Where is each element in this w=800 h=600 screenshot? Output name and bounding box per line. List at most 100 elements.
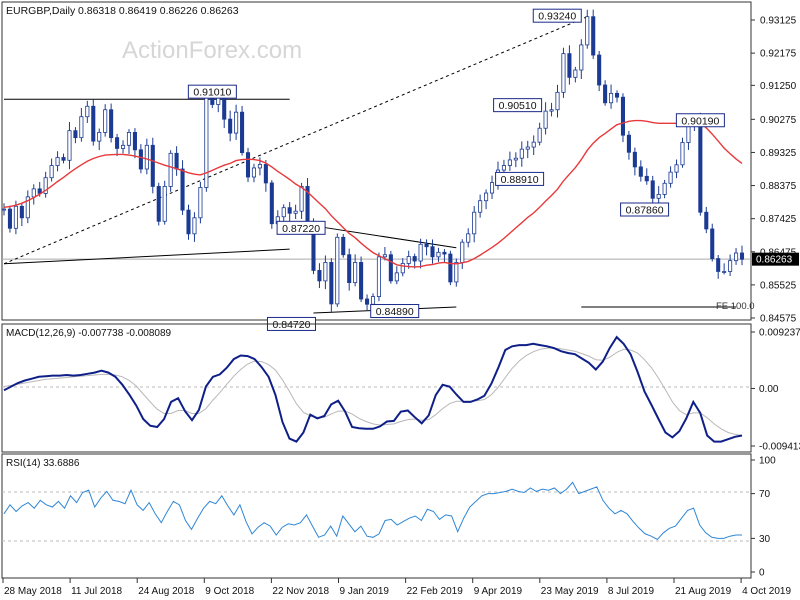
- candle-body: [150, 144, 155, 187]
- candle-body: [638, 166, 643, 177]
- candle-body: [650, 180, 655, 199]
- candle-body: [388, 254, 393, 282]
- rsi-tick-label: 100: [759, 456, 776, 467]
- candle-body: [341, 236, 346, 256]
- candle-body: [79, 116, 84, 139]
- macd-tick-label: 0.009237: [759, 328, 800, 339]
- candle-body: [120, 144, 126, 149]
- candle-body: [13, 205, 18, 229]
- candle-body: [251, 167, 257, 178]
- x-tick-label: 4 Oct 2019: [742, 586, 791, 597]
- candle-body: [394, 272, 399, 282]
- candle-body: [19, 205, 24, 219]
- candle-body: [525, 146, 530, 150]
- candle-body: [597, 54, 602, 86]
- candle-body: [323, 262, 328, 282]
- candle-body: [519, 148, 524, 159]
- candle-body: [430, 246, 435, 258]
- candle-body: [620, 96, 626, 136]
- candle-body: [192, 217, 197, 235]
- candle-body: [704, 211, 709, 230]
- candle-body: [585, 16, 590, 46]
- candle-body: [472, 211, 477, 235]
- candle-body: [359, 262, 364, 300]
- rsi-y-axis: 100 70 30 0: [751, 456, 776, 579]
- candle-body: [406, 256, 411, 264]
- candle-body: [132, 132, 137, 151]
- x-tick-label: 28 May 2018: [4, 586, 62, 597]
- candle-body: [329, 262, 334, 305]
- candle-body: [609, 92, 614, 104]
- price-callouts: 0.91010 0.93240 0.90510 0.90190 0.88910 0.878…: [187, 8, 725, 331]
- candle-body: [168, 152, 173, 187]
- candle-body: [109, 109, 114, 139]
- candle-body: [531, 141, 536, 148]
- candle-body: [537, 127, 542, 143]
- candle-body: [567, 53, 572, 78]
- callout-label: 0.84890: [376, 306, 414, 318]
- x-tick-label: 9 Oct 2018: [205, 586, 254, 597]
- macd-line: [3, 335, 743, 443]
- candle-body: [126, 132, 132, 146]
- callout-label: 0.90510: [499, 100, 537, 112]
- rsi-panel: RSI(14) 33.6886 100 70 30 0: [1, 453, 776, 579]
- candle-body: [579, 44, 584, 71]
- candle-body: [424, 243, 429, 248]
- callout-label: 0.88910: [501, 174, 539, 186]
- candle-body: [489, 182, 495, 194]
- x-tick-label: 9 Jan 2019: [340, 586, 390, 597]
- candle-body: [1, 208, 7, 211]
- candle-body: [234, 111, 239, 134]
- trendlines: [3, 16, 737, 314]
- candle-body: [61, 157, 66, 161]
- candle-body: [144, 144, 149, 170]
- callout-label: 0.91010: [193, 87, 231, 99]
- price-tick-label: 0.91250: [760, 81, 797, 92]
- candle-body: [614, 92, 620, 98]
- price-tick-label: 0.93125: [760, 16, 797, 27]
- price-callout: 0.87220: [276, 220, 326, 235]
- symbol-label: EURGBP,Daily: [6, 5, 76, 17]
- candle-body: [412, 256, 417, 262]
- candle-body: [174, 152, 179, 170]
- candle-body: [722, 271, 727, 273]
- candle-body: [25, 196, 30, 219]
- candle-body: [674, 164, 679, 173]
- candle-body: [335, 236, 340, 305]
- price-callout: 0.84890: [370, 304, 420, 319]
- price-tick-label: 0.89325: [760, 148, 797, 159]
- watermark: ActionForex.com: [122, 37, 302, 64]
- rsi-tick-label: 30: [759, 534, 771, 545]
- candle-body: [591, 16, 596, 56]
- macd-signal-line: [3, 347, 743, 436]
- macd-tick-label: -0.009413: [759, 442, 800, 453]
- candle-body: [269, 182, 274, 225]
- candle-body: [67, 130, 72, 161]
- x-tick-label: 11 Jul 2018: [71, 586, 122, 597]
- candle-body: [728, 260, 733, 272]
- candle-body: [240, 111, 245, 154]
- candle-body: [739, 252, 745, 260]
- candle-body: [442, 251, 447, 255]
- candle-body: [513, 157, 518, 161]
- price-callout: 0.93240: [532, 8, 582, 23]
- candle-body: [73, 130, 78, 139]
- candle-body: [245, 152, 251, 178]
- candlesticks: [1, 9, 745, 312]
- candle-body: [180, 168, 185, 211]
- candle-body: [573, 69, 578, 78]
- ohlc-label: 0.86318 0.86419 0.86226 0.86263: [78, 5, 239, 17]
- candle-body: [507, 159, 512, 166]
- price-callout: 0.90510: [493, 98, 543, 113]
- candle-body: [31, 188, 36, 198]
- x-tick-label: 8 Jul 2019: [608, 586, 655, 597]
- candle-body: [263, 164, 268, 184]
- candle-body: [561, 53, 566, 93]
- candle-body: [400, 263, 405, 274]
- candle-body: [662, 182, 667, 195]
- candle-body: [698, 120, 703, 213]
- price-tick-label: 0.90275: [760, 115, 797, 126]
- candle-body: [55, 157, 60, 166]
- candle-body: [484, 192, 489, 202]
